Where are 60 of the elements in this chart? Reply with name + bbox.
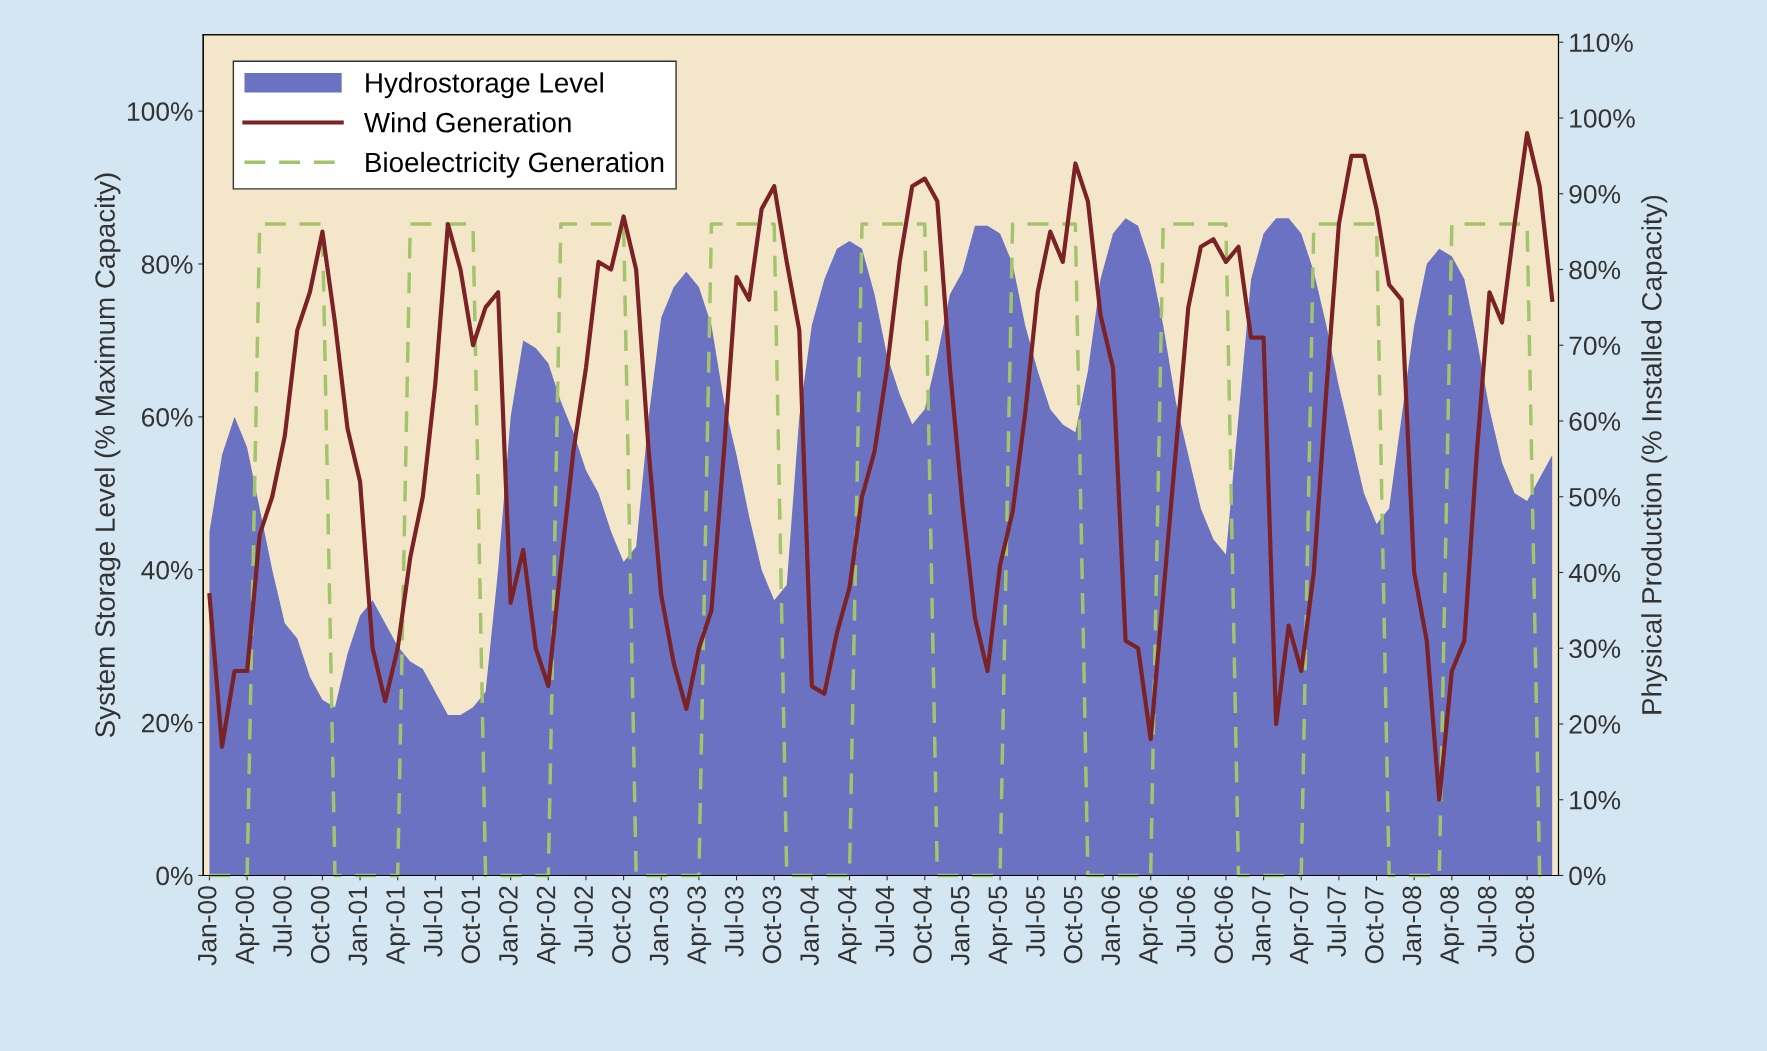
x-tick-label: Oct-03: [762, 886, 782, 964]
x-tick-label: Jul-08: [1477, 886, 1497, 957]
x-tick-label: Jan-08: [1402, 886, 1422, 966]
y2-tick-label: 70%: [1569, 336, 1621, 356]
y2-tick-label: 60%: [1569, 412, 1621, 431]
legend-label: Wind Generation: [364, 112, 571, 133]
y2-tick-label: 50%: [1569, 487, 1621, 507]
x-tick-label: Jan-06: [1101, 886, 1121, 966]
y-axis-title: System Storage Level (% Maximum Capacity): [94, 173, 121, 738]
y-tick-label: 0%: [156, 866, 193, 886]
y-tick-label: 40%: [141, 560, 193, 580]
y2-tick-label: 0%: [1569, 866, 1606, 886]
line-series: [207, 131, 1555, 802]
y2-axis-title: Physical Production (% Installed Capacity): [1641, 195, 1668, 714]
y-tick-label: 100%: [128, 102, 193, 121]
y-tick-label: 60%: [142, 408, 193, 427]
legend-label: Hydrostorage Level: [366, 72, 603, 99]
x-tick-label: Oct-05: [1063, 886, 1083, 964]
x-tick-label: Jul-05: [1025, 886, 1045, 957]
x-tick-label: Jul-06: [1176, 886, 1196, 957]
x-tick-label: Apr-08: [1440, 886, 1465, 965]
x-tick-label: Oct-01: [461, 886, 481, 964]
x-tick-label: Jan-04: [800, 885, 819, 966]
y2-tick-label: 80%: [1569, 260, 1621, 280]
y-tick-label: 80%: [141, 255, 193, 274]
y2-tick-label: 110%: [1570, 33, 1633, 53]
x-tick-label: Jul-00: [272, 886, 292, 957]
x-tick-label: Jul-04: [874, 885, 895, 957]
x-tick-label: Apr-04: [837, 885, 862, 965]
x-tick-label: Jul-01: [423, 886, 443, 957]
x-tick-label: Apr-00: [235, 886, 260, 965]
x-tick-label: Jan-03: [649, 886, 669, 966]
y2-tick-label: 10%: [1570, 790, 1621, 810]
x-tick-label: Jul-07: [1326, 886, 1346, 957]
x-tick-label: Apr-03: [687, 886, 712, 965]
x-tick-label: Jan-05: [950, 886, 970, 966]
legend-label: Bioelectricity Generation: [366, 151, 664, 178]
y2-tick-label: 100%: [1570, 109, 1635, 128]
x-tick-label: Jan-01: [348, 886, 368, 966]
y2-tick-label: 30%: [1569, 639, 1621, 659]
x-tick-label: Oct-07: [1364, 886, 1384, 964]
x-tick-label: Apr-05: [988, 886, 1013, 965]
y2-tick-label: 20%: [1569, 715, 1621, 734]
y2-tick-label: 90%: [1569, 184, 1621, 204]
x-tick-label: Oct-08: [1515, 886, 1535, 964]
x-tick-label: Oct-06: [1214, 886, 1234, 964]
x-tick-label: Jan-07: [1251, 886, 1271, 966]
x-tick-label: Apr-06: [1139, 886, 1163, 965]
x-tick-label: Apr-07: [1289, 886, 1314, 965]
x-tick-label: Oct-00: [310, 886, 330, 964]
x-tick-label: Jul-03: [724, 886, 744, 957]
x-tick-label: Apr-02: [536, 886, 561, 965]
y-tick-label: 20%: [142, 713, 193, 733]
x-tick-label: Jan-02: [499, 886, 518, 966]
x-tick-label: Jan-00: [197, 886, 217, 966]
x-tick-label: Oct-04: [913, 885, 932, 964]
x-tick-label: Oct-02: [611, 886, 631, 964]
x-tick-label: Apr-01: [386, 886, 411, 965]
x-tick-label: Jul-02: [573, 886, 594, 957]
y2-tick-label: 40%: [1568, 563, 1621, 583]
